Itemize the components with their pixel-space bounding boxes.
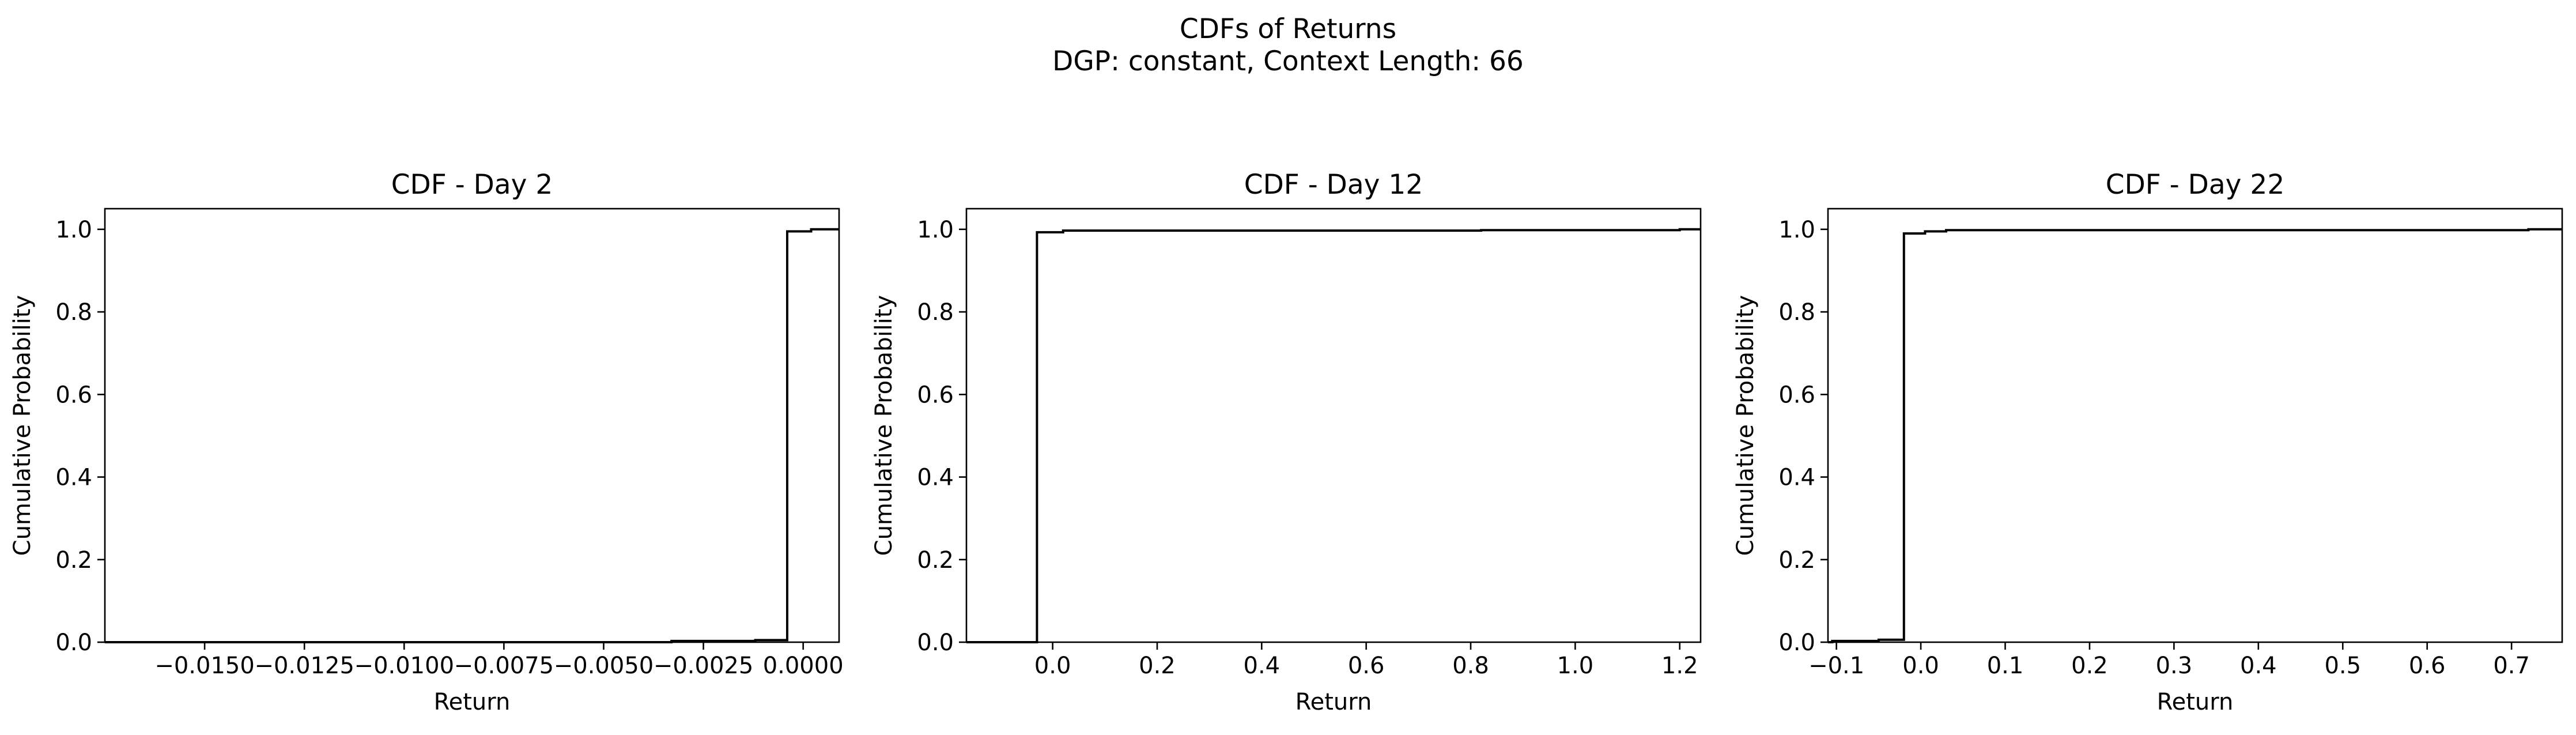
x-tick-label: 0.5	[2324, 653, 2361, 679]
y-axis-label: Cumulative Probability	[9, 295, 36, 556]
y-tick-label: 0.0	[55, 630, 92, 656]
x-tick-label: 1.0	[1557, 653, 1594, 679]
y-tick-label: 1.0	[55, 217, 92, 243]
y-tick-label: 0.8	[917, 299, 954, 326]
y-tick-label: 0.2	[55, 547, 92, 574]
x-tick-label: 0.8	[1452, 653, 1489, 679]
x-tick-label: 0.6	[2409, 653, 2446, 679]
x-tick-label: −0.0050	[554, 653, 654, 679]
plot-frame	[104, 208, 840, 643]
y-tick-label: 0.4	[917, 465, 954, 491]
y-tick-label: 0.6	[55, 382, 92, 408]
y-tick-label: 0.4	[55, 465, 92, 491]
cdf-step-line	[1828, 228, 2562, 643]
subplot-title: CDF - Day 2	[391, 169, 553, 201]
y-tick-label: 0.2	[1778, 547, 1815, 574]
subplots: CDF - Day 2−0.0150 −0.0125 −0.0100 −0.0075−…	[9, 169, 2563, 715]
x-tick-label: 0.4	[1244, 653, 1281, 679]
y-tick-label: 0.8	[1778, 299, 1815, 326]
figure-subtitle: DGP: constant, Context Length: 66	[1052, 46, 1524, 77]
x-tick-label: −0.0150	[154, 653, 254, 679]
y-tick-label: 0.8	[55, 299, 92, 326]
x-tick-label: −0.0025	[654, 653, 753, 679]
x-axis-label: Return	[2157, 689, 2234, 715]
y-tick-label: 0.0	[1778, 630, 1815, 656]
y-tick-label: 0.4	[1778, 465, 1815, 491]
x-tick-label: 0.6	[1348, 653, 1385, 679]
x-tick-label: 1.2	[1661, 653, 1698, 679]
y-tick-label: 0.6	[1778, 382, 1815, 408]
y-tick-label: 0.6	[917, 382, 954, 408]
y-tick-label: 1.0	[917, 217, 954, 243]
y-tick-label: 0.0	[917, 630, 954, 656]
x-tick-label: 0.0000	[763, 653, 844, 679]
x-tick-label: −0.0100	[354, 653, 454, 679]
plot-frame	[1827, 208, 2563, 643]
subplot-1: CDF - Day 2−0.0150 −0.0125 −0.0100 −0.0075−…	[9, 169, 844, 715]
x-tick-label: −0.1	[1808, 653, 1864, 679]
x-axis-label: Return	[1295, 689, 1372, 715]
y-axis-label: Cumulative Probability	[871, 295, 897, 556]
x-tick-label: 0.1	[1987, 653, 2024, 679]
x-axis-label: Return	[434, 689, 511, 715]
subplot-3: CDF - Day 22−0.1 0.0 0.1 0.2 0.3 0.4 0.5 0.6 0.7…	[1732, 169, 2563, 715]
subplot-2: CDF - Day 12 0.0 0.2 0.4 0.6 0.8 1.0 1.2 0.0 0.2 0…	[871, 169, 1702, 715]
x-tick-label: 0.2	[1139, 653, 1176, 679]
x-tick-label: 0.7	[2493, 653, 2530, 679]
figure-title: CDFs of Returns	[1180, 13, 1396, 45]
subplot-title: CDF - Day 22	[2106, 169, 2284, 201]
y-axis-label: Cumulative Probability	[1732, 295, 1759, 556]
plot-frame	[965, 208, 1702, 643]
y-tick-label: 1.0	[1778, 217, 1815, 243]
x-tick-label: 0.0	[1902, 653, 1939, 679]
x-tick-label: 0.0	[1034, 653, 1071, 679]
x-tick-label: 0.4	[2240, 653, 2277, 679]
x-tick-label: −0.0125	[254, 653, 354, 679]
x-tick-label: 0.3	[2156, 653, 2193, 679]
y-tick-label: 0.2	[917, 547, 954, 574]
subplot-title: CDF - Day 12	[1244, 169, 1423, 201]
cdf-step-line	[966, 228, 1701, 643]
x-tick-label: −0.0075	[454, 653, 554, 679]
x-tick-label: 0.2	[2071, 653, 2108, 679]
